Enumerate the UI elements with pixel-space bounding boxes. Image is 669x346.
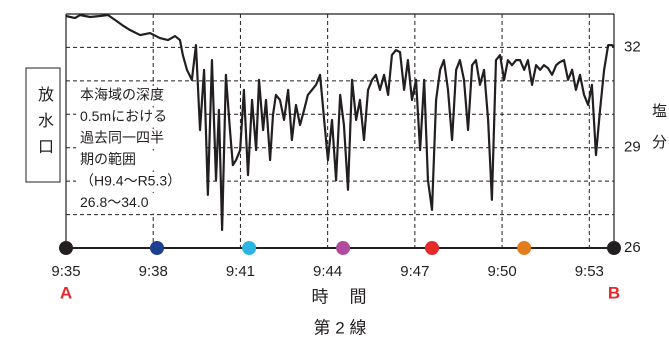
annotation: 26.8～34.0: [80, 194, 149, 210]
station-marker: [149, 241, 164, 255]
x-axis-label: 時 間: [312, 287, 369, 306]
end-label: A: [60, 283, 72, 302]
data-line: [65, 13, 615, 232]
annotation-bg: [76, 86, 204, 106]
annotation-bg: [76, 107, 204, 128]
x-tick-label: 9:50: [487, 263, 516, 280]
annotation-bg: [76, 172, 204, 192]
x-tick-label: 9:35: [51, 263, 80, 280]
station-marker: [607, 241, 621, 255]
left-label-box: [25, 67, 61, 183]
end-label: B: [608, 283, 620, 302]
y-tick-label: 26: [624, 239, 641, 256]
station-marker: [517, 241, 532, 255]
annotation: 過去同一四半: [80, 130, 164, 146]
x-tick-label: 9:38: [139, 263, 168, 280]
x-tick-label: 9:41: [226, 263, 255, 280]
annotation: 0.5mにおける: [80, 108, 167, 124]
annotation-bg: [76, 193, 204, 214]
x-tick-label: 9:47: [400, 263, 429, 280]
station-marker: [425, 241, 440, 255]
annotation-bg: [76, 150, 204, 171]
station-marker: [242, 241, 257, 255]
x-tick-label: 9:53: [575, 263, 604, 280]
station-marker: [59, 241, 73, 255]
annotation: （H9.4～R5.3）: [80, 173, 181, 189]
annotation: 期の範囲: [80, 151, 136, 167]
left-label: 放水口: [35, 86, 54, 164]
station-marker: [336, 241, 351, 255]
y-tick-label: 32: [624, 38, 641, 55]
y-axis-label: 塩分: [650, 103, 668, 165]
annotation-bg: [76, 129, 204, 149]
x-tick-label: 9:44: [313, 263, 342, 280]
annotation: 本海域の深度: [80, 87, 164, 103]
y-tick-label: 29: [624, 139, 641, 156]
chart-title: 第 2 線: [314, 318, 367, 337]
